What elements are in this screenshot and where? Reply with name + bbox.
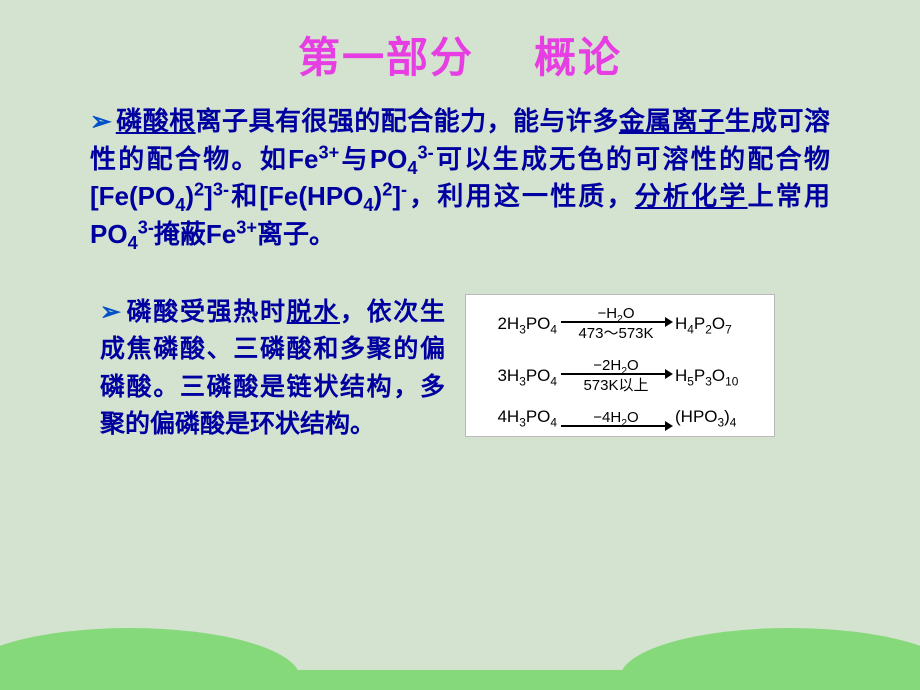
- r1-tpo: O: [623, 305, 635, 322]
- r3-ls2: 4: [550, 416, 557, 430]
- r3-ls: 3: [519, 416, 526, 430]
- chem-right-1: H4P2O7: [675, 314, 768, 334]
- slide: 第一部分 概论 ➢磷酸根离子具有很强的配合能力，能与许多金属离子生成可溶性的配合物…: [0, 0, 920, 690]
- row-2: ➢磷酸受强热时脱水，依次生成焦磷酸、三磷酸和多聚的偏磷酸。三磷酸是链状结构，多聚…: [100, 294, 860, 444]
- p1-t2: 离子具有很强的配合能力，能与许多: [196, 106, 619, 136]
- p1-c2-sup1: ): [374, 181, 383, 211]
- p1-c2-sub: 4: [363, 196, 373, 216]
- chemical-equations-figure: 2H3PO4 −H2O 473～573K H4P2O7 3H3PO4 −2H2O…: [465, 294, 775, 437]
- title-part1: 第一部分: [298, 36, 474, 82]
- r1-rs3: 7: [725, 322, 732, 336]
- r1-rs1: 4: [687, 322, 694, 336]
- r2-rs3: 10: [725, 374, 738, 388]
- p1-c2-t: ]: [392, 181, 401, 211]
- r3-lm: PO: [526, 407, 551, 426]
- bullet-icon: ➢: [100, 298, 121, 326]
- r3-tp: −4H: [593, 409, 621, 426]
- r3-rs2: 4: [730, 416, 737, 430]
- r2-rs2: 3: [705, 374, 712, 388]
- p1-fe2-sup: 3+: [236, 217, 257, 237]
- p1-t8: ，利用这一性质，: [407, 181, 635, 211]
- r2-tpo: O: [627, 357, 639, 374]
- r2-tp: −2H: [593, 357, 621, 374]
- paragraph-1: ➢磷酸根离子具有很强的配合能力，能与许多金属离子生成可溶性的配合物。如Fe3+与…: [90, 103, 830, 254]
- p1-p2-sub: 4: [128, 233, 138, 253]
- r1-lm: PO: [526, 314, 551, 333]
- r1-lp: 2H: [497, 314, 519, 333]
- p1-t11: 掩蔽Fe: [154, 219, 236, 249]
- arrow2-top: −2H2O: [561, 357, 671, 374]
- arrow3-top: −4H2O: [561, 409, 671, 426]
- title-part2: 概论: [534, 36, 622, 82]
- p1-p2-sup: 3-: [138, 217, 154, 237]
- r1-rs2: 2: [705, 322, 712, 336]
- link-metal-ion[interactable]: 金属离子: [619, 106, 725, 136]
- r2-rp: H: [675, 366, 687, 385]
- grass-strip-icon: [0, 670, 920, 690]
- arrow-line-icon: [561, 425, 671, 427]
- grass-decoration: [0, 650, 920, 690]
- r3-lp: 4H: [497, 407, 519, 426]
- link-analytical-chem[interactable]: 分析化学: [635, 181, 748, 211]
- arrow1-bottom: 473～573K: [561, 322, 671, 343]
- r1-rm: P: [694, 314, 705, 333]
- chem-left-2: 3H3PO4: [472, 366, 557, 386]
- arrow2-bottom: 573K以上: [561, 374, 671, 395]
- arrow-2: −2H2O 573K以上: [561, 355, 671, 397]
- r2-rs1: 5: [687, 374, 694, 388]
- r3-tpo: O: [627, 409, 639, 426]
- r2-rm2: O: [712, 366, 725, 385]
- chem-left-1: 2H3PO4: [472, 314, 557, 334]
- r1-tp: −H: [597, 305, 617, 322]
- r1-rp: H: [675, 314, 687, 333]
- p1-fe-sup1: 3+: [318, 142, 339, 162]
- p1-c1-sup2: 2: [194, 180, 204, 200]
- page-title: 第一部分 概论: [0, 0, 920, 103]
- arrow1-top: −H2O: [561, 305, 671, 322]
- r1-ls2: 4: [550, 322, 557, 336]
- arrow-3: −4H2O: [561, 407, 671, 428]
- chem-right-3: (HPO3)4: [675, 407, 768, 427]
- link-dehydrate[interactable]: 脱水: [287, 298, 340, 326]
- p1-t12: 离子。: [257, 219, 335, 249]
- r3-rp: (HPO: [675, 407, 718, 426]
- p1-c1-sup1: ): [185, 181, 194, 211]
- r1-ls: 3: [519, 322, 526, 336]
- r2-lp: 3H: [497, 366, 519, 385]
- p1-t7: 和[Fe(HPO: [229, 181, 363, 211]
- p1-t5: 与PO: [339, 144, 407, 174]
- p1-c2-sup2: 2: [382, 180, 392, 200]
- arrow-1: −H2O 473～573K: [561, 303, 671, 345]
- p1-c1-sup3: 3-: [213, 180, 229, 200]
- p1-c1-t: ]: [204, 181, 213, 211]
- p1-c1-sub: 4: [175, 196, 185, 216]
- r2-ls: 3: [519, 374, 526, 388]
- chem-row-1: 2H3PO4 −H2O 473～573K H4P2O7: [472, 303, 768, 345]
- chem-right-2: H5P3O10: [675, 366, 768, 386]
- paragraph-2: ➢磷酸受强热时脱水，依次生成焦磷酸、三磷酸和多聚的偏磷酸。三磷酸是链状结构，多聚…: [100, 294, 445, 444]
- r1-rm2: O: [712, 314, 725, 333]
- chem-left-3: 4H3PO4: [472, 407, 557, 427]
- link-phosphate[interactable]: 磷酸根: [116, 106, 196, 136]
- chem-row-3: 4H3PO4 −4H2O (HPO3)4: [472, 407, 768, 428]
- p1-po-sup: 3-: [418, 142, 434, 162]
- p1-po-sub: 4: [407, 158, 417, 178]
- bullet-icon: ➢: [90, 106, 112, 136]
- p2-t1: 磷酸受强热时: [125, 298, 287, 326]
- r2-ls2: 4: [550, 374, 557, 388]
- r2-lm: PO: [526, 366, 551, 385]
- r2-rm: P: [694, 366, 705, 385]
- chem-row-2: 3H3PO4 −2H2O 573K以上 H5P3O10: [472, 355, 768, 397]
